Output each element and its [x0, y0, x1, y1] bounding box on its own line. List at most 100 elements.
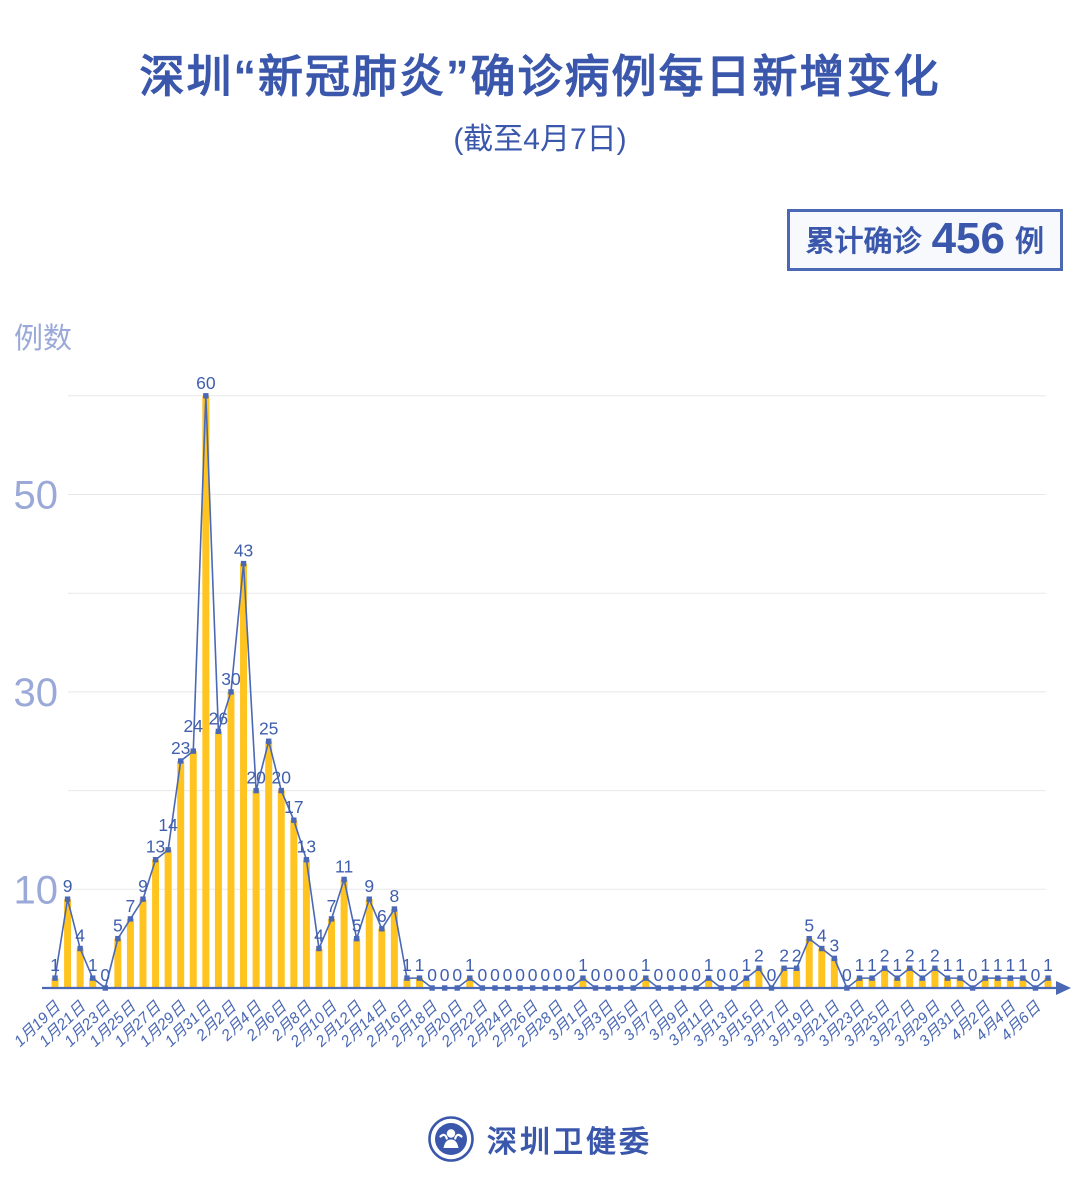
bar	[290, 820, 298, 988]
value-label: 0	[628, 965, 638, 985]
bar	[642, 978, 650, 988]
value-label: 5	[352, 916, 362, 936]
value-label: 4	[314, 926, 324, 946]
value-label: 2	[905, 945, 915, 965]
value-label: 26	[209, 708, 228, 728]
bar	[793, 968, 801, 988]
bar	[943, 978, 951, 988]
bar	[403, 978, 411, 988]
data-point-marker	[831, 955, 838, 962]
data-point-marker	[203, 393, 209, 399]
y-axis-title: 例数	[14, 322, 72, 355]
bar	[390, 909, 398, 988]
bar	[51, 978, 59, 988]
y-tick-label: 30	[14, 671, 59, 715]
value-label: 30	[221, 669, 241, 689]
value-label: 1	[980, 955, 990, 975]
bar	[265, 741, 273, 988]
bar	[855, 978, 863, 988]
value-label: 9	[63, 876, 73, 896]
value-label: 1	[1018, 955, 1028, 975]
bar	[114, 938, 122, 988]
bar	[378, 928, 386, 988]
value-label: 0	[566, 965, 576, 985]
bar	[931, 968, 939, 988]
data-point-marker	[416, 975, 423, 981]
bar	[830, 958, 838, 988]
value-label: 20	[246, 768, 266, 788]
bar	[152, 859, 160, 988]
data-point-marker	[919, 975, 926, 981]
data-point-marker	[152, 856, 159, 863]
footer-org-name: 深圳卫健委	[487, 1126, 652, 1159]
bar	[365, 899, 373, 988]
value-label: 24	[184, 716, 204, 736]
data-point-marker	[705, 975, 712, 981]
data-point-marker	[253, 787, 259, 794]
bar	[742, 978, 750, 988]
bar	[139, 899, 147, 988]
bar	[315, 948, 323, 988]
bar	[76, 948, 84, 988]
badge-value: 456	[931, 214, 1005, 263]
value-label: 2	[779, 945, 789, 965]
data-point-marker	[856, 975, 863, 981]
value-label: 8	[390, 886, 400, 906]
value-label: 0	[729, 965, 739, 985]
value-label: 0	[653, 965, 663, 985]
data-point-marker	[278, 787, 284, 794]
value-label: 13	[146, 837, 165, 857]
value-label: 0	[540, 965, 550, 985]
value-label: 1	[892, 955, 902, 975]
data-point-marker	[353, 935, 360, 942]
header: 深圳“新冠肺炎”确诊病例每日新增变化 (截至4月7日)	[0, 0, 1080, 158]
value-label: 0	[1031, 965, 1041, 985]
value-label: 60	[196, 373, 216, 393]
bar	[893, 978, 901, 988]
data-point-marker	[165, 847, 171, 853]
data-point-marker	[178, 758, 184, 764]
bar	[302, 859, 310, 988]
bar	[918, 978, 926, 988]
bar	[994, 978, 1002, 988]
bar	[981, 978, 989, 988]
badge-unit: 例	[1014, 226, 1044, 258]
value-label: 0	[716, 965, 726, 985]
data-point-marker	[265, 738, 272, 744]
value-label: 25	[259, 718, 278, 738]
bar	[868, 978, 876, 988]
bar	[328, 918, 336, 988]
health-commission-logo-icon	[428, 1116, 474, 1162]
data-point-marker	[366, 896, 372, 902]
bar	[579, 978, 587, 988]
data-point-marker	[190, 748, 196, 754]
data-point-marker	[228, 689, 234, 695]
value-label: 0	[478, 965, 488, 985]
x-axis-group: 1月19日1月21日1月23日1月25日1月27日1月29日1月31日2月2日2…	[11, 981, 1071, 1051]
data-point-marker	[894, 975, 900, 981]
value-label: 2	[754, 945, 764, 965]
value-label: 0	[767, 965, 777, 985]
data-point-marker	[781, 965, 787, 971]
data-point-marker	[404, 975, 410, 981]
value-label: 11	[335, 856, 353, 876]
bar	[956, 978, 964, 988]
data-point-marker	[743, 975, 750, 981]
data-point-marker	[379, 926, 385, 932]
bar	[227, 691, 235, 988]
footer: 深圳卫健委	[0, 1116, 1080, 1162]
data-point-marker	[1045, 975, 1051, 981]
value-label: 1	[741, 955, 751, 975]
bar	[466, 978, 474, 988]
value-label: 0	[490, 965, 500, 985]
data-point-marker	[957, 975, 963, 981]
bar	[340, 879, 348, 988]
bar	[277, 790, 285, 988]
value-label: 0	[100, 965, 110, 985]
data-point-marker	[391, 906, 398, 912]
data-point-marker	[52, 975, 58, 981]
data-point-marker	[303, 856, 310, 863]
value-label: 0	[666, 965, 676, 985]
value-label: 5	[804, 916, 814, 936]
